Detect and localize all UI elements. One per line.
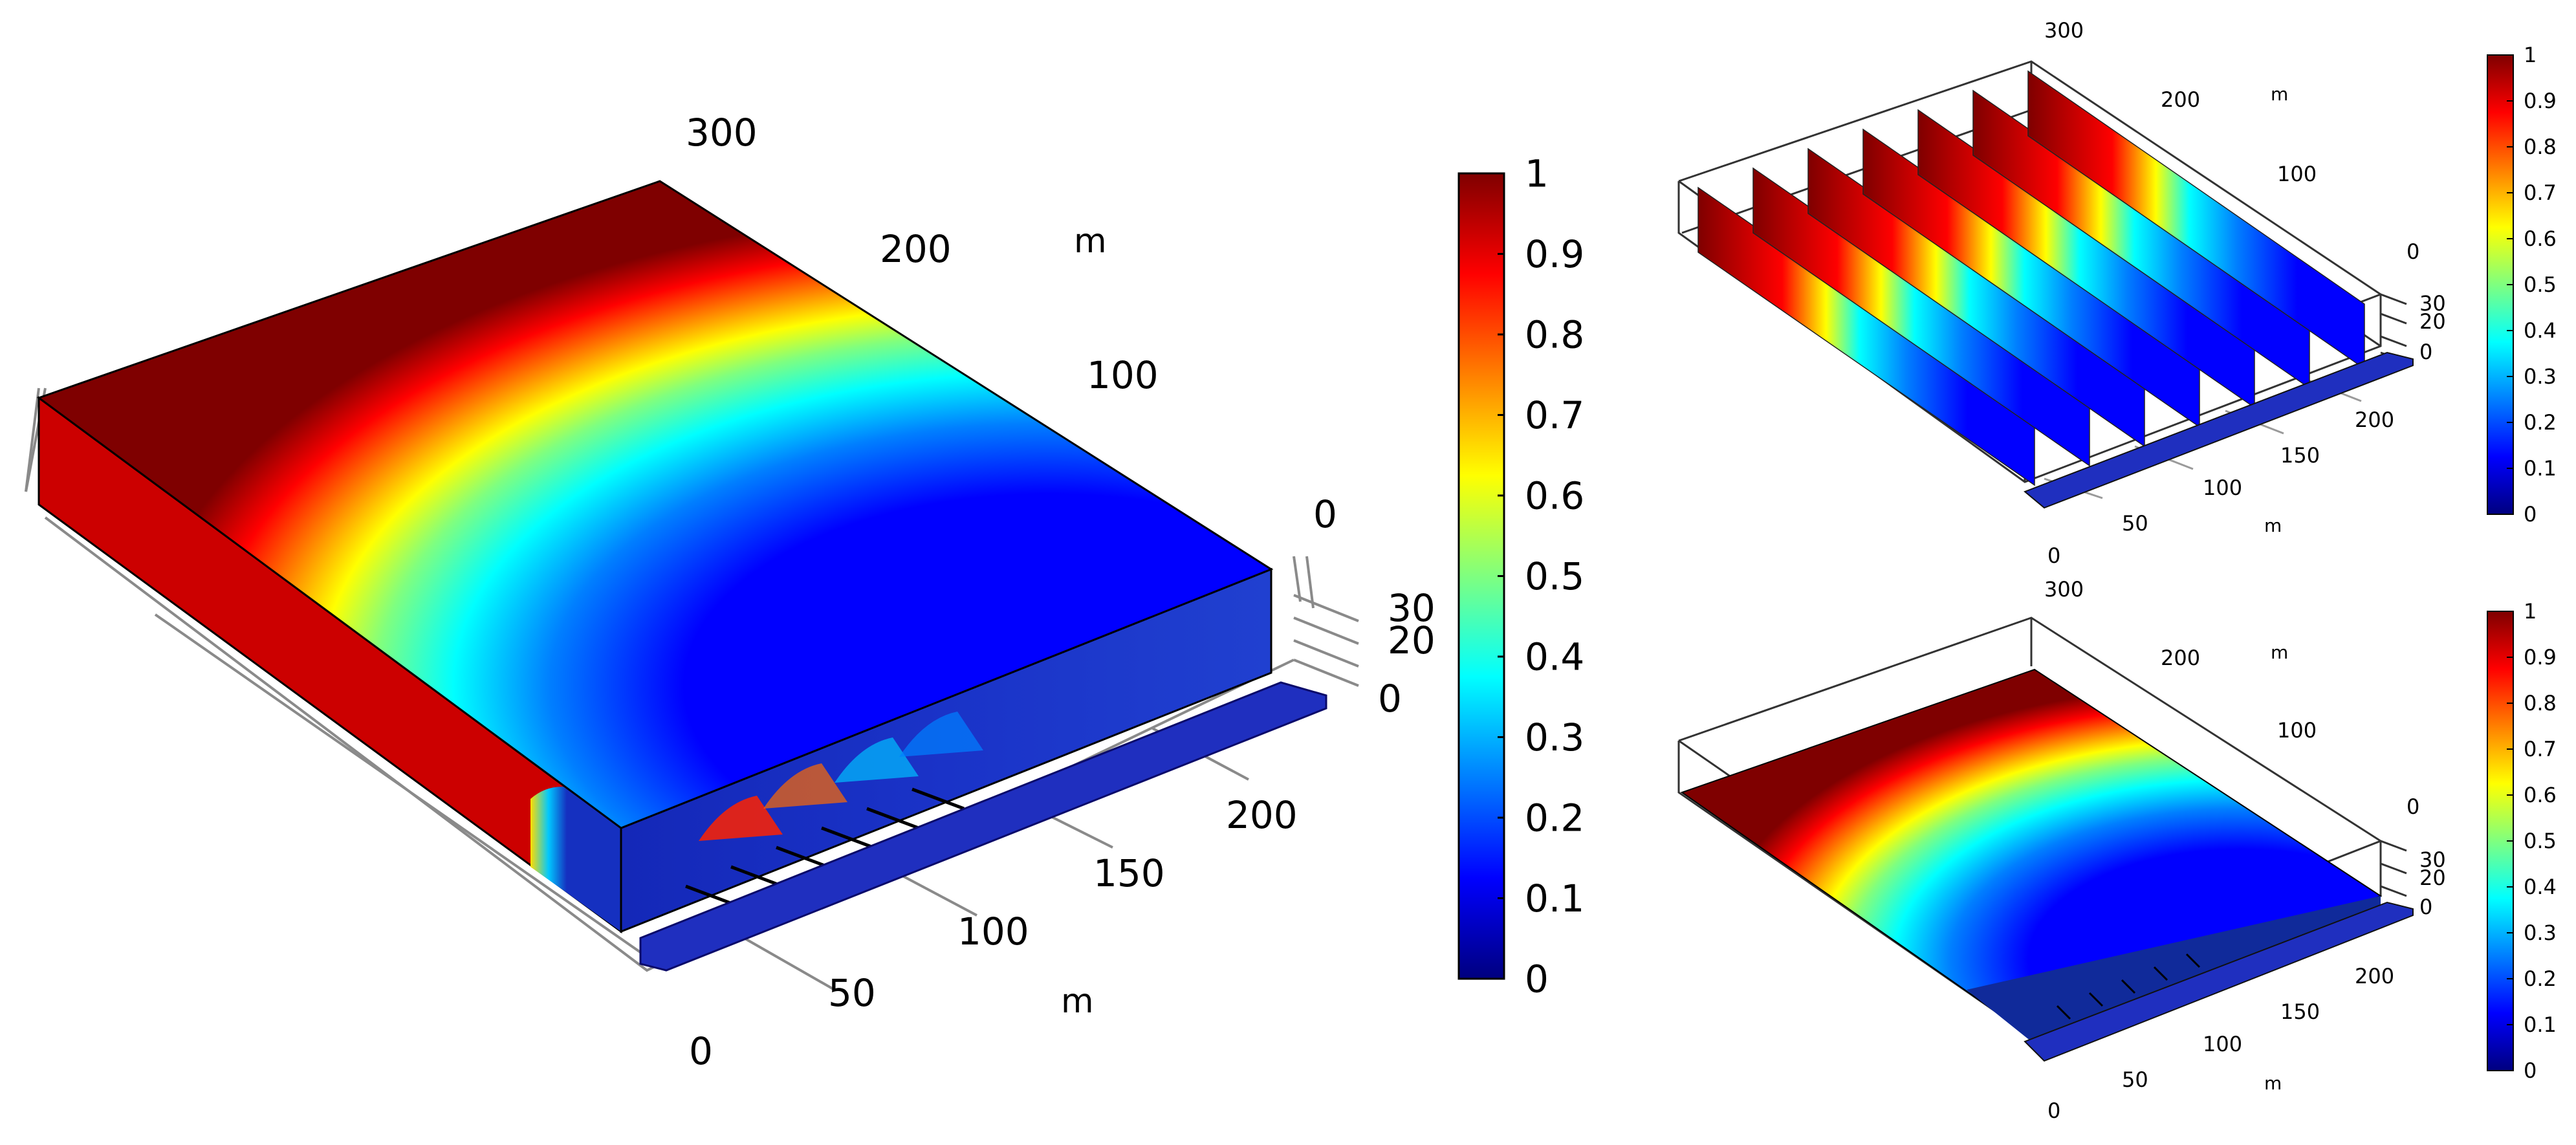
colorbar-tick-label: 0 bbox=[2524, 1058, 2537, 1083]
slices-y-tick: 100 bbox=[2277, 162, 2317, 186]
main-z-tick: 0 bbox=[1378, 677, 1402, 721]
colorbar-tick-label: 0.1 bbox=[1525, 877, 1584, 921]
colorbar-tick-label: 0.8 bbox=[2524, 691, 2557, 715]
slices-colorbar: 1 0.9 0.8 0.7 0.6 0.5 0.4 0.3 0.2 0.1 0 bbox=[2487, 43, 2557, 527]
colorbar-tick-label: 0.8 bbox=[2524, 135, 2557, 159]
slices-z-tick: 20 bbox=[2419, 309, 2446, 334]
colorbar-tick-label: 0 bbox=[1525, 957, 1549, 1001]
bottom-front-face bbox=[1967, 896, 2381, 1041]
slices-x-tick: 100 bbox=[2203, 475, 2242, 500]
main-y-tick: 0 bbox=[1313, 492, 1337, 536]
bottom-z-tick: 20 bbox=[2419, 866, 2446, 890]
slices-x-tick: 200 bbox=[2355, 408, 2394, 432]
colorbar-tick-label: 0.6 bbox=[1525, 474, 1584, 518]
bottom-x-tick: 100 bbox=[2203, 1032, 2242, 1056]
bottom-y-unit: m bbox=[2271, 642, 2288, 663]
main-y-tick: 100 bbox=[1087, 353, 1159, 397]
slices-z-tick: 30 bbox=[2419, 291, 2446, 316]
colorbar-tick-label: 0.8 bbox=[1525, 312, 1584, 356]
bottom-x-tick: 200 bbox=[2355, 964, 2394, 988]
slices-z-tick: 0 bbox=[2419, 340, 2432, 364]
bottom-drain-pipe bbox=[2024, 901, 2414, 1062]
colorbar-tick-label: 0.9 bbox=[2524, 89, 2557, 113]
colorbar-tick-label: 0.6 bbox=[2524, 226, 2557, 251]
colorbar-tick-label: 0.5 bbox=[2524, 829, 2557, 853]
main-well-lines bbox=[685, 787, 965, 908]
colorbar-tick-label: 0.1 bbox=[2524, 1012, 2557, 1037]
slices-x-tick: 50 bbox=[2122, 511, 2148, 536]
bottom-z-tick: 0 bbox=[2419, 895, 2432, 919]
main-plot: 300 200 100 0 m 30 20 0 0 50 100 150 200… bbox=[25, 111, 1584, 1073]
bottom-y-tick: 200 bbox=[2161, 646, 2200, 670]
bottom-y-tick: 0 bbox=[2407, 794, 2419, 819]
main-x-tick: 200 bbox=[1226, 793, 1298, 837]
colorbar-tick-label: 0 bbox=[2524, 502, 2537, 527]
bottom-x-tick: 50 bbox=[2122, 1067, 2148, 1092]
bottom-well-lines bbox=[2056, 953, 2201, 1020]
slices-drain-pipe bbox=[2024, 351, 2414, 509]
colorbar-tick-label: 0.2 bbox=[2524, 410, 2557, 435]
colorbar-tick-label: 0.5 bbox=[1525, 554, 1584, 598]
colorbar-tick-label: 0.7 bbox=[1525, 393, 1584, 437]
colorbar-tick-label: 0.9 bbox=[1525, 232, 1584, 276]
slices-x-tick: 150 bbox=[2280, 443, 2320, 468]
colorbar-tick-label: 0.7 bbox=[2524, 737, 2557, 761]
colorbar-tick-label: 0.3 bbox=[2524, 364, 2557, 389]
bottom-colorbar-ticks: 1 0.9 0.8 0.7 0.6 0.5 0.4 0.3 0.2 0.1 0 bbox=[2507, 599, 2557, 1083]
slices-x-unit: m bbox=[2264, 515, 2282, 536]
colorbar-tick-label: 0.5 bbox=[2524, 272, 2557, 297]
colorbar-tick-label: 0.3 bbox=[1525, 715, 1584, 759]
colorbar-tick-label: 0.4 bbox=[1525, 635, 1584, 679]
slices-y-tick: 300 bbox=[2044, 18, 2084, 43]
main-z-tick: 30 bbox=[1388, 586, 1435, 630]
bottom-colorbar: 1 0.9 0.8 0.7 0.6 0.5 0.4 0.3 0.2 0.1 0 bbox=[2487, 599, 2557, 1083]
main-well-plumes bbox=[699, 712, 983, 841]
bottom-y-tick: 100 bbox=[2277, 718, 2317, 743]
main-axis-labels: 300 200 100 0 m 30 20 0 0 50 100 150 200… bbox=[686, 111, 1435, 1073]
main-x-tick: 150 bbox=[1093, 851, 1165, 895]
colorbar-tick-label: 0.2 bbox=[2524, 966, 2557, 991]
colorbar-tick-label: 0.3 bbox=[2524, 921, 2557, 945]
colorbar-tick-label: 0.7 bbox=[2524, 180, 2557, 205]
main-drain-pipe bbox=[639, 681, 1327, 972]
colorbar-tick-label: 0.1 bbox=[2524, 456, 2557, 481]
main-colorbar-gradient bbox=[1457, 172, 1505, 980]
slices-plot: 300 200 100 0 m 30 20 0 0 50 100 150 200… bbox=[1677, 18, 2557, 568]
main-colorbar-ticks: 1 0.9 0.8 0.7 0.6 0.5 0.4 0.3 0.2 0.1 0 bbox=[1498, 151, 1584, 1001]
main-top-face bbox=[36, 180, 1274, 829]
colorbar-tick-label: 0.2 bbox=[1525, 796, 1584, 840]
colorbar-tick-label: 0.4 bbox=[2524, 875, 2557, 899]
main-left-face-low bbox=[530, 787, 621, 932]
main-x-tick: 100 bbox=[957, 910, 1029, 954]
slices-y-tick: 200 bbox=[2161, 87, 2200, 112]
main-y-unit: m bbox=[1074, 222, 1107, 261]
slices-y-unit: m bbox=[2271, 83, 2288, 105]
main-x-unit: m bbox=[1061, 982, 1094, 1021]
main-x-tick: 0 bbox=[689, 1029, 713, 1073]
bottom-z-tick: 30 bbox=[2419, 847, 2446, 872]
main-colorbar: 1 0.9 0.8 0.7 0.6 0.5 0.4 0.3 0.2 0.1 0 bbox=[1457, 151, 1584, 1001]
main-y-tick: 300 bbox=[686, 111, 758, 155]
slices-x-tick: 0 bbox=[2047, 543, 2060, 568]
main-y-tick: 200 bbox=[880, 227, 952, 271]
slices-y-tick: 0 bbox=[2407, 239, 2419, 264]
slices-axis-labels: 300 200 100 0 m 30 20 0 0 50 100 150 200… bbox=[2044, 18, 2446, 568]
colorbar-tick-label: 0.6 bbox=[2524, 783, 2557, 807]
bottom-x-tick: 150 bbox=[2280, 999, 2320, 1024]
colorbar-tick-label: 1 bbox=[2524, 43, 2537, 67]
colorbar-tick-label: 0.4 bbox=[2524, 318, 2557, 343]
bottom-plot: 300 200 100 0 m 30 20 0 0 50 100 150 200… bbox=[1677, 577, 2557, 1123]
bottom-y-tick: 300 bbox=[2044, 577, 2084, 602]
main-x-tick: 50 bbox=[828, 971, 876, 1015]
bottom-x-tick: 0 bbox=[2047, 1098, 2060, 1123]
bottom-x-unit: m bbox=[2264, 1073, 2282, 1094]
slices-colorbar-ticks: 1 0.9 0.8 0.7 0.6 0.5 0.4 0.3 0.2 0.1 0 bbox=[2507, 43, 2557, 527]
bottom-axis-labels: 300 200 100 0 m 30 20 0 0 50 100 150 200… bbox=[2044, 577, 2446, 1123]
colorbar-tick-label: 1 bbox=[2524, 599, 2537, 624]
colorbar-tick-label: 1 bbox=[1525, 151, 1549, 195]
slices-sections bbox=[1697, 70, 2365, 486]
main-z-tick: 20 bbox=[1388, 618, 1435, 662]
colorbar-tick-label: 0.9 bbox=[2524, 645, 2557, 670]
